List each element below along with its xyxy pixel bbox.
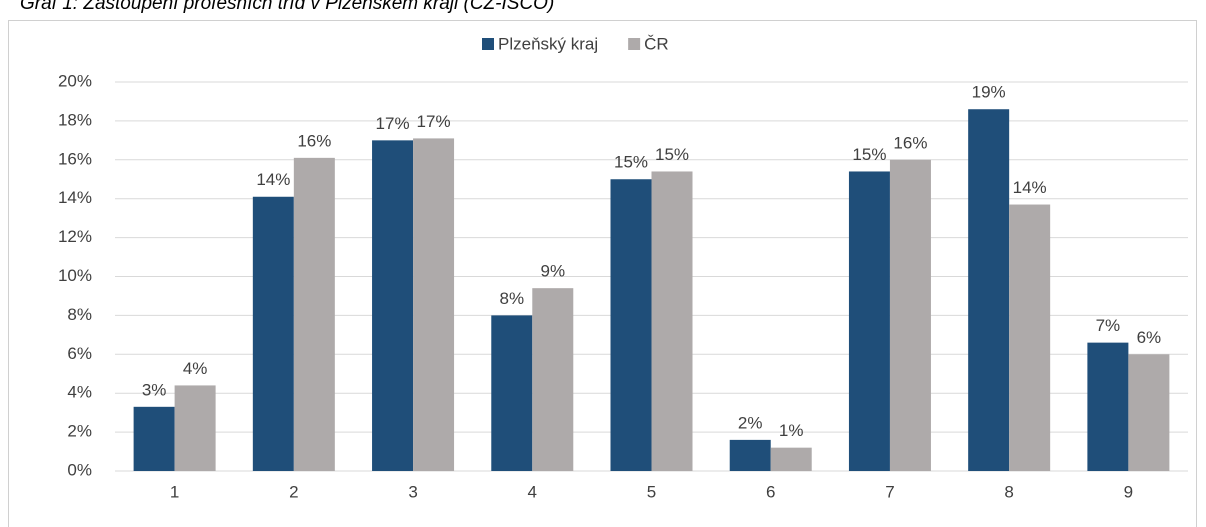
data-label: 16% [297,131,331,150]
x-tick-label: 9 [1124,482,1133,501]
y-tick-label: 6% [67,344,92,363]
bar [293,157,335,472]
data-label: 6% [1137,328,1162,347]
bar [372,140,414,471]
bar [252,196,294,471]
chart-title: Graf 1: Zastoupení profesních tříd v Plz… [20,0,554,14]
y-tick-label: 4% [67,383,92,402]
legend-swatch [628,38,641,50]
bar [729,439,771,471]
x-tick-label: 1 [170,482,179,501]
y-tick-label: 0% [67,460,92,479]
y-tick-label: 20% [58,71,92,90]
x-tick-label: 3 [408,482,417,501]
data-label: 15% [852,145,886,164]
data-label: 19% [972,83,1006,102]
y-tick-label: 18% [58,110,92,129]
y-tick-label: 2% [67,422,92,441]
bar [1087,342,1129,471]
bar [413,138,455,471]
data-label: 1% [779,421,804,440]
data-label: 9% [540,262,565,281]
x-tick-label: 4 [528,482,537,501]
bar [848,171,890,471]
x-tick-label: 7 [885,482,894,501]
y-tick-label: 16% [58,149,92,168]
x-tick-label: 8 [1004,482,1013,501]
bar [610,179,652,471]
y-tick-label: 12% [58,227,92,246]
x-tick-label: 5 [647,482,656,501]
bar [770,447,812,471]
legend-label: Plzeňský kraj [498,34,598,53]
legend: Plzeňský kraj ČR [482,34,669,53]
data-label: 17% [376,114,410,133]
bar [1009,204,1051,471]
legend-swatch [482,38,494,50]
bar [1128,354,1170,471]
data-label: 14% [256,170,290,189]
bar [889,159,931,472]
data-label: 15% [655,145,689,164]
data-label: 8% [499,289,524,308]
bar [174,385,216,471]
y-tick-label: 14% [58,188,92,207]
bar [491,315,533,471]
y-tick-label: 10% [58,266,92,285]
bar [968,109,1010,471]
data-label: 15% [614,153,648,172]
bar [133,406,175,471]
data-label: 4% [183,359,208,378]
legend-label: ČR [644,34,669,53]
data-label: 3% [142,380,167,399]
data-label: 2% [738,413,763,432]
bar [532,288,574,471]
x-tick-label: 2 [289,482,298,501]
data-label: 16% [893,133,927,152]
data-label: 14% [1013,178,1047,197]
data-label: 7% [1096,316,1121,335]
data-label: 17% [417,112,451,131]
x-tick-label: 6 [766,482,775,501]
bar [651,171,693,471]
y-tick-label: 8% [67,305,92,324]
